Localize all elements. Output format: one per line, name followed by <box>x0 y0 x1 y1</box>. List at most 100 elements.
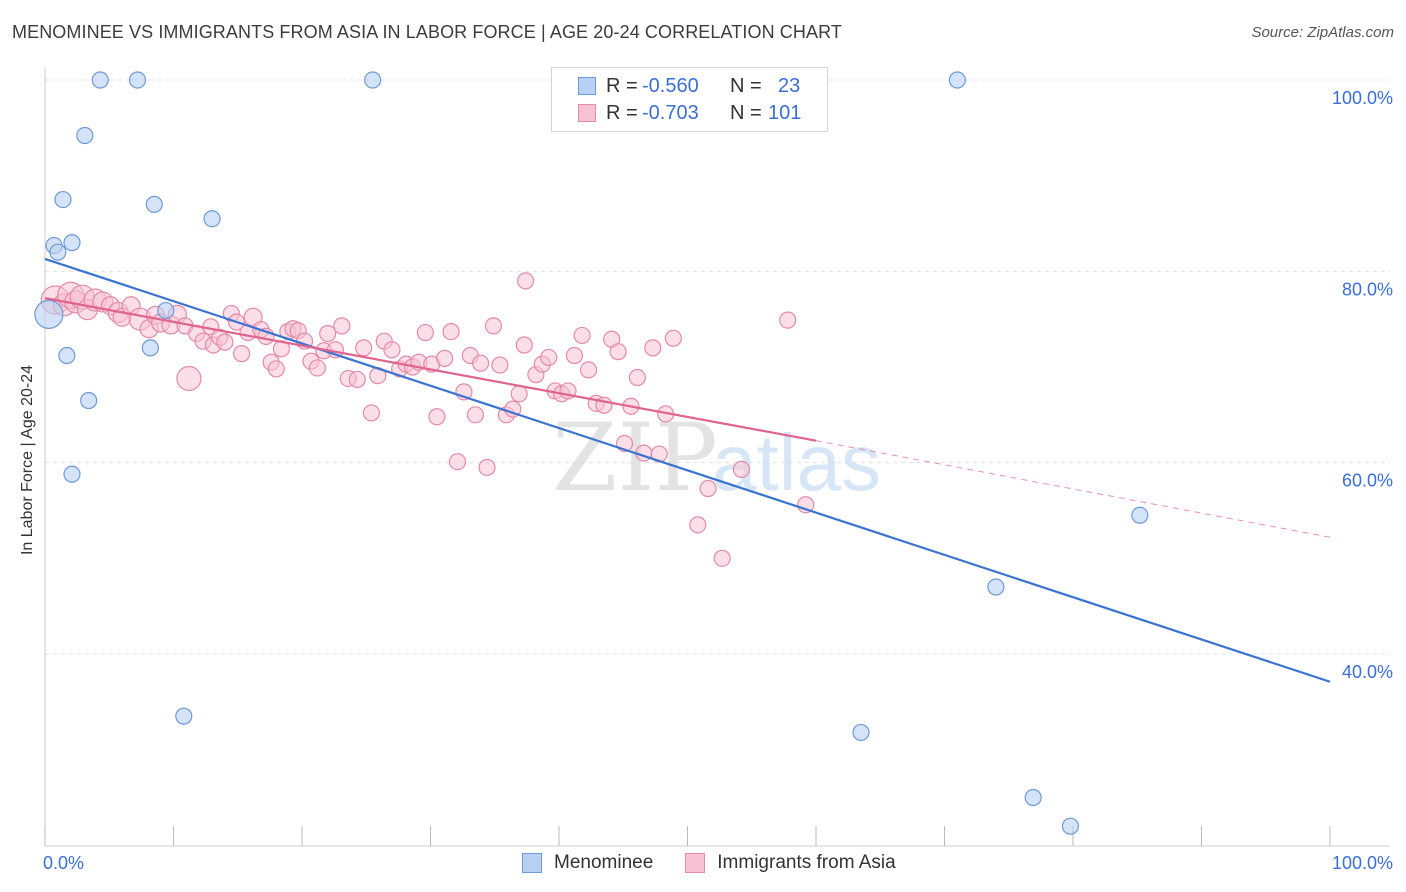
trend-lines <box>44 257 1331 683</box>
n-value: 101 <box>768 101 802 124</box>
x-tick-label-min: 0.0% <box>43 853 84 873</box>
immigrants-point <box>442 323 460 341</box>
y-tick-label: 60.0% <box>1342 471 1393 491</box>
immigrants-point <box>565 346 584 365</box>
immigrants-point <box>491 356 509 374</box>
immigrants-point <box>644 339 662 357</box>
immigrants-point <box>383 341 401 359</box>
watermark-zip: ZIP <box>552 404 718 513</box>
immigrants-point <box>573 326 591 345</box>
menominee-point <box>91 71 109 89</box>
legend-item-immigrants: Immigrants from Asia <box>685 852 896 874</box>
axis-layer <box>44 68 1390 847</box>
immigrants-point <box>515 336 533 354</box>
immigrants-point <box>436 349 454 367</box>
menominee-point <box>1061 817 1080 835</box>
immigrants-point <box>308 359 327 377</box>
immigrants-point <box>428 408 446 426</box>
immigrants-point <box>579 361 598 379</box>
menominee-point <box>948 71 966 89</box>
menominee-point <box>1131 506 1149 524</box>
legend-label-menominee: Menominee <box>554 852 654 873</box>
menominee-point <box>987 578 1005 596</box>
immigrants-point <box>416 323 434 342</box>
n-label: N = <box>730 101 762 124</box>
immigrants-point <box>628 368 646 387</box>
immigrants-point <box>362 404 380 422</box>
immigrants-point <box>699 479 717 498</box>
immigrants-point <box>732 460 751 478</box>
menominee-point <box>128 71 147 89</box>
menominee-point <box>852 723 870 742</box>
menominee-legend-swatch <box>522 853 542 873</box>
immigrants-swatch <box>578 104 596 122</box>
chart-title: MENOMINEE VS IMMIGRANTS FROM ASIA IN LAB… <box>12 22 842 42</box>
n-label: N = <box>730 74 762 97</box>
immigrants-point <box>484 317 503 335</box>
immigrants-point <box>689 516 707 534</box>
immigrants-point <box>355 339 373 357</box>
menominee-swatch <box>578 77 596 95</box>
r-label: R = <box>606 74 638 97</box>
grid-layer <box>45 79 1390 655</box>
source-credit: Source: ZipAtlas.com <box>1251 24 1394 41</box>
immigrants-trend-extension <box>815 440 1331 538</box>
legend-item-menominee: Menominee <box>522 852 653 874</box>
y-axis-label: In Labor Force | Age 20-24 <box>19 364 36 556</box>
immigrants-point <box>664 329 682 347</box>
n-value: 23 <box>778 74 801 97</box>
immigrants-point <box>466 406 485 424</box>
menominee-trend-line <box>44 257 1331 683</box>
immigrants-point <box>233 345 251 363</box>
immigrants-point <box>713 549 731 567</box>
immigrants-point <box>516 272 535 290</box>
menominee-point <box>49 243 67 261</box>
immigrants-point <box>216 333 234 351</box>
immigrants-point <box>779 311 797 329</box>
x-tick-label-max: 100.0% <box>1332 853 1393 873</box>
menominee-point <box>175 707 193 725</box>
menominee-point <box>63 234 81 252</box>
y-tick-label: 40.0% <box>1342 662 1393 682</box>
immigrants-point <box>267 360 285 378</box>
r-value: -0.703 <box>642 101 699 124</box>
immigrants-point <box>448 453 467 471</box>
immigrants-point <box>510 385 528 403</box>
legend-row-immigrants: R = -0.703 N = 101 <box>552 100 801 126</box>
menominee-point <box>80 391 98 410</box>
immigrants-point <box>176 365 202 392</box>
menominee-point <box>58 346 76 365</box>
immigrants-point <box>540 348 558 367</box>
menominee-point <box>145 195 163 213</box>
menominee-point <box>76 126 94 145</box>
menominee-point <box>203 210 221 228</box>
immigrants-point <box>333 317 351 335</box>
legend-label-immigrants: Immigrants from Asia <box>717 852 896 873</box>
tick-labels: 40.0% 60.0% 80.0% 100.0% 0.0% 100.0% <box>43 88 1393 873</box>
watermark: ZIP atlas <box>552 404 881 513</box>
menominee-point <box>364 71 382 89</box>
immigrants-points <box>40 272 815 567</box>
menominee-point <box>54 190 72 209</box>
menominee-point <box>1024 788 1042 807</box>
y-tick-label: 100.0% <box>1332 88 1393 108</box>
immigrants-point <box>478 458 496 477</box>
stats-legend: R = -0.560 N = 23 R = -0.703 N = 101 <box>551 67 828 132</box>
y-axis-label-wrap: In Labor Force | Age 20-24 <box>19 365 37 555</box>
menominee-point <box>34 299 64 329</box>
menominee-point <box>141 339 159 357</box>
immigrants-point <box>472 354 490 372</box>
bottom-legend: Menominee Immigrants from Asia <box>522 852 928 874</box>
immigrants-point <box>319 324 337 343</box>
immigrants-trend-line <box>44 297 817 442</box>
r-label: R = <box>606 101 638 124</box>
legend-row-menominee: R = -0.560 N = 23 <box>552 73 800 99</box>
immigrants-point <box>348 370 366 389</box>
menominee-point <box>157 301 175 320</box>
r-value: -0.560 <box>642 74 699 97</box>
immigrants-point <box>609 343 627 361</box>
immigrants-legend-swatch <box>685 853 706 873</box>
y-tick-label: 80.0% <box>1342 279 1393 299</box>
menominee-point <box>63 465 81 483</box>
